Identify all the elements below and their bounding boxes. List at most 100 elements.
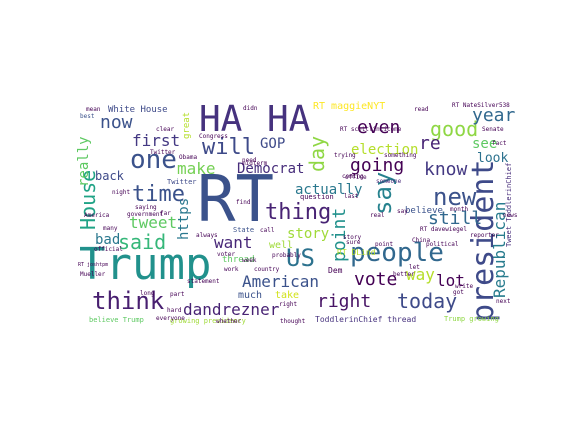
word: whether xyxy=(216,318,242,325)
word: will xyxy=(202,135,255,160)
word: Congress xyxy=(199,133,228,140)
word: believe Trump xyxy=(89,316,144,324)
word: people xyxy=(350,238,444,268)
word: look xyxy=(477,151,509,166)
word: long xyxy=(140,290,155,297)
word: one xyxy=(130,145,177,175)
word: read xyxy=(414,106,429,113)
word: Twitter xyxy=(167,178,197,186)
word: office xyxy=(345,174,367,181)
word: tweet xyxy=(129,213,178,232)
word: growing presidency xyxy=(170,317,246,325)
word: official xyxy=(94,246,123,253)
word: Twitter xyxy=(150,149,176,156)
word-cloud: RT Trump HA HA president people one thin… xyxy=(72,97,518,329)
word: government xyxy=(127,211,164,218)
word: much xyxy=(238,290,263,301)
word: write xyxy=(455,283,474,290)
word: Dem xyxy=(328,266,343,275)
word: time xyxy=(132,182,185,207)
word: RT scottlincicome xyxy=(340,126,402,133)
word: vote xyxy=(354,269,398,290)
word: Obama xyxy=(179,154,198,161)
word: better xyxy=(393,271,415,278)
word: Senate xyxy=(482,126,504,133)
word: RT DLind xyxy=(337,248,376,257)
word: night xyxy=(112,189,131,196)
word: didn xyxy=(243,105,258,112)
word: RT xyxy=(197,163,275,237)
word: point xyxy=(375,241,394,248)
word: coming xyxy=(342,173,364,180)
word: week xyxy=(242,257,257,264)
word: day xyxy=(305,135,329,172)
word: going xyxy=(350,155,405,176)
word: political xyxy=(426,241,459,248)
word: take xyxy=(275,290,300,301)
word: country xyxy=(254,266,280,273)
word: re xyxy=(419,133,441,154)
word: make xyxy=(177,159,216,178)
word: first xyxy=(132,131,181,150)
word: Trump growing xyxy=(444,315,499,323)
word: call xyxy=(260,227,275,234)
word: State xyxy=(233,226,255,234)
word: good xyxy=(430,117,479,141)
word: question xyxy=(300,193,334,201)
word: even xyxy=(357,117,401,138)
word: thing xyxy=(265,200,332,225)
word: Mueller xyxy=(80,271,106,278)
word: mean xyxy=(86,106,101,113)
word: RT maggieNYT xyxy=(313,101,386,112)
word: want xyxy=(214,233,253,252)
word: now xyxy=(100,112,133,133)
word: way xyxy=(406,265,435,284)
word: last xyxy=(344,193,359,200)
word: dandrezner xyxy=(183,300,280,319)
word: thought xyxy=(280,318,306,325)
word: work xyxy=(224,266,239,273)
word: still xyxy=(428,208,483,229)
word: White House xyxy=(108,105,168,115)
word: story xyxy=(343,234,362,241)
word: probably xyxy=(272,252,301,259)
word: sure xyxy=(346,239,361,246)
word: Trump xyxy=(79,239,212,290)
word: year xyxy=(472,105,516,126)
word: China xyxy=(412,237,431,244)
word: RT NateSilver538 xyxy=(452,102,510,109)
word: someone xyxy=(376,178,402,185)
word: America xyxy=(84,212,110,219)
word: HA xyxy=(267,99,311,140)
word: RT joshtpm xyxy=(78,262,109,268)
word: next xyxy=(496,298,511,305)
word: everyone xyxy=(156,315,185,322)
word: Tweet ToddlerinChief xyxy=(505,162,513,247)
word: American xyxy=(242,272,320,291)
word: think xyxy=(92,287,165,315)
word: election xyxy=(351,142,419,158)
word: voter xyxy=(217,251,236,258)
word: right xyxy=(317,291,372,312)
word: said xyxy=(118,230,167,254)
word: something xyxy=(384,152,417,159)
word: month xyxy=(450,206,469,213)
word: far xyxy=(160,210,171,217)
word: actually xyxy=(295,182,363,198)
word: right xyxy=(279,301,298,308)
word: GOP xyxy=(260,136,286,152)
word: great xyxy=(182,111,192,139)
word: always xyxy=(196,232,218,239)
word: real xyxy=(370,212,385,219)
word: believe xyxy=(405,206,443,216)
word: see xyxy=(472,136,498,152)
word: story xyxy=(287,226,330,242)
word: ToddlerinChief thread xyxy=(315,315,417,324)
word: need xyxy=(242,157,257,164)
word: back xyxy=(95,169,124,183)
word: many xyxy=(103,225,118,232)
word: part xyxy=(170,291,185,298)
word: news xyxy=(503,212,518,219)
word: got xyxy=(453,289,464,296)
word: fact xyxy=(492,140,507,147)
